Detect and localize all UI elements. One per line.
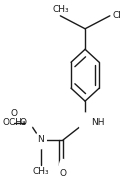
Text: O: O <box>60 169 66 178</box>
Text: OCH₃: OCH₃ <box>2 118 26 127</box>
Text: N: N <box>38 135 44 144</box>
Text: NH: NH <box>91 118 105 127</box>
Text: CH₃: CH₃ <box>33 167 49 176</box>
Text: O: O <box>11 109 18 118</box>
Text: O: O <box>20 118 27 127</box>
Text: Cl: Cl <box>113 11 121 20</box>
Circle shape <box>79 113 91 132</box>
Circle shape <box>60 159 66 170</box>
Circle shape <box>36 131 46 149</box>
Circle shape <box>26 117 33 128</box>
Text: CH₃: CH₃ <box>52 5 69 14</box>
